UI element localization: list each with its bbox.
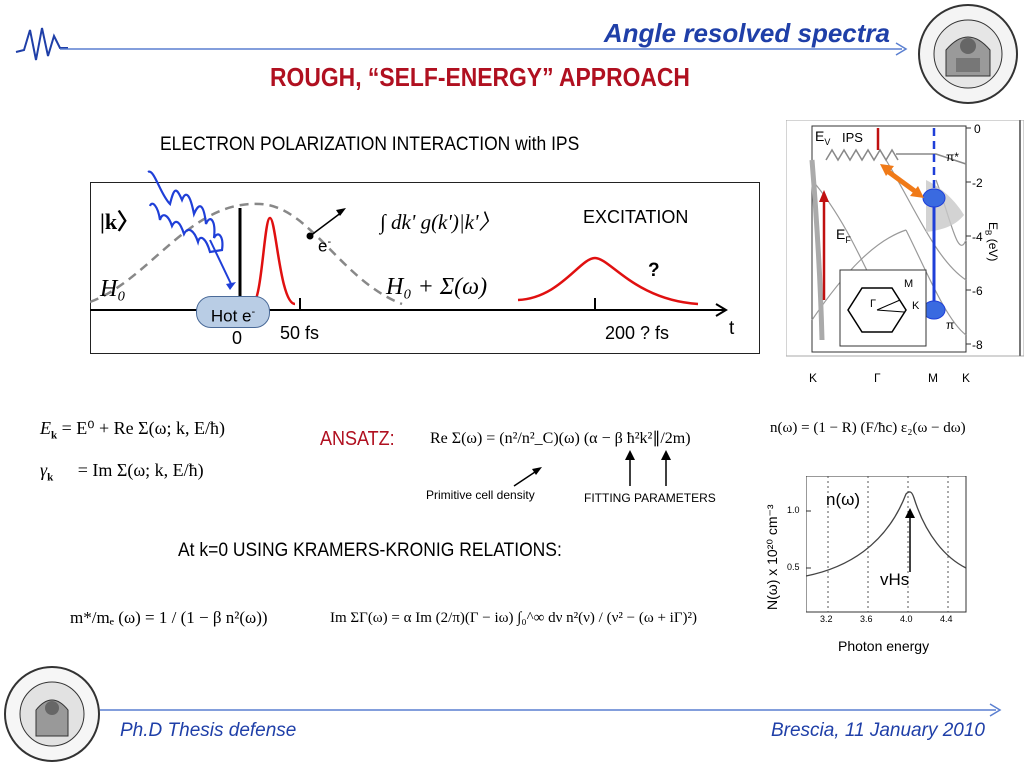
time-200fs-label: 200 ? fs	[605, 323, 670, 343]
dos-curve	[806, 491, 967, 577]
band-gamma-label: Γ	[870, 298, 877, 310]
band-ips-label: IPS	[842, 130, 863, 145]
dos-ytick-1: 0.5	[787, 562, 800, 572]
band-ef-label: EF	[836, 226, 851, 245]
dashed-envelope-curve	[90, 202, 403, 306]
hot-e-text: Hot e	[210, 306, 252, 326]
question-mark: ?	[648, 260, 660, 281]
band-xtick-3: K	[962, 371, 971, 385]
effective-mass-equation: m*/mₑ (ω) = 1 / (1 − β n²(ω))	[70, 608, 268, 627]
time-axis-label: t	[729, 318, 735, 339]
band-ytick-0: 0	[974, 122, 981, 136]
band-ev-sub: V	[824, 136, 831, 147]
hot-e-sup: -	[251, 306, 256, 318]
band-ev-label: EV	[815, 128, 830, 147]
band-pi-star-label: π*	[946, 150, 959, 164]
electron-label: e-	[318, 236, 331, 257]
primitive-cell-label: Primitive cell density	[426, 488, 535, 502]
timeline-diagram	[90, 170, 728, 317]
band-k-label: K	[912, 300, 920, 312]
dos-xtick-1: 3.6	[860, 614, 873, 624]
dos-xtick-3: 4.4	[940, 614, 953, 624]
gamma-equation: γk = Im Σ(ω; k, E/ħ)	[40, 460, 204, 484]
band-ytick-4: -8	[972, 338, 983, 352]
dos-ylabel: N(ω) x 10²⁰ cm⁻³	[764, 504, 780, 610]
dos-plot	[806, 476, 967, 613]
h0-sigma-label: H₀ + Σ(ω)	[386, 274, 488, 300]
dos-curve-label: n(ω)	[826, 490, 861, 509]
ansatz-label: ANSATZ:	[320, 428, 395, 450]
ek-equation: Ek = E⁰ + Re Σ(ω; k, E/ħ)	[40, 418, 225, 442]
band-ytick-3: -6	[972, 284, 983, 298]
gk-rhs: = Im Σ(ω; k, E/ħ)	[77, 460, 204, 480]
time-50fs-label: 50 fs	[280, 323, 320, 343]
annotation-arrows	[513, 450, 671, 487]
band-ylabel: EB (eV)	[984, 222, 1000, 261]
band-ytick-2: -4	[972, 230, 983, 244]
dos-xtick-0: 3.2	[820, 614, 833, 624]
kramers-kronig-label: At k=0 USING KRAMERS-KRONIG RELATIONS:	[178, 540, 562, 561]
dos-xlabel: Photon energy	[838, 638, 930, 654]
footer-left-text: Ph.D Thesis defense	[120, 720, 297, 741]
band-structure-plot	[786, 120, 1024, 357]
band-ylabel-unit: (eV)	[986, 235, 1000, 262]
electron-text: e	[318, 236, 328, 256]
time-zero-label: 0	[232, 328, 243, 348]
header-rule	[60, 42, 908, 56]
vhs-label: vHs	[880, 570, 910, 589]
band-ef-text: E	[836, 226, 846, 242]
photon-wave-icon	[147, 170, 224, 254]
dos-ytick-0: 1.0	[787, 505, 800, 515]
integral-label: ∫ dk' g(k')|k'〉	[380, 210, 500, 234]
band-ef-sub: F	[845, 234, 851, 245]
band-xtick-0: K	[809, 371, 818, 385]
excitation-label: EXCITATION	[583, 207, 689, 227]
topic-label: ELECTRON POLARIZATION INTERACTION with I…	[160, 134, 580, 155]
slide-title: Angle resolved spectra	[603, 18, 890, 48]
timeline-diagram-box	[90, 182, 760, 354]
slide-heading: ROUGH, “SELF-ENERGY” APPROACH	[270, 62, 690, 92]
im-sigma-equation: Im ΣΓ(ω) = α Im (2/π)(Γ − iω) ∫₀^∞ dν n²…	[330, 610, 697, 626]
gk-lhs: γ	[40, 460, 48, 480]
band-xtick-1: Γ	[874, 371, 881, 385]
band-ev-text: E	[815, 128, 825, 144]
band-ylabel-text: E	[986, 222, 1000, 231]
footer-rule	[100, 703, 1002, 717]
electron-sup: -	[327, 236, 332, 248]
h0-left-label: H₀	[100, 276, 126, 302]
ek-lhs: E	[40, 418, 51, 438]
ansatz-equation: Re Σ(ω) = (n²/n²_C)(ω) (α − β ħ²k²∥/2m)	[430, 430, 691, 447]
footer-right-text: Brescia, 11 January 2010	[770, 720, 985, 741]
band-xtick-2: M	[928, 371, 938, 385]
ek-rhs: = E⁰ + Re Σ(ω; k, E/ħ)	[61, 418, 225, 438]
dos-xtick-2: 4.0	[900, 614, 913, 624]
broad-peak-curve	[517, 256, 699, 306]
university-seal-icon	[918, 4, 1018, 104]
band-m-label: M	[904, 278, 914, 290]
narrow-peak-curve	[250, 216, 296, 306]
band-pi-label: π	[946, 318, 955, 332]
n-omega-equation: n(ω) = (1 − R) (F/ħc) ε₂(ω − dω)	[770, 420, 966, 436]
fitting-parameters-label: FITTING PARAMETERS	[584, 491, 716, 505]
band-ytick-1: -2	[972, 176, 983, 190]
ket-k-label: |k〉	[100, 209, 140, 234]
lab-seal-icon	[4, 666, 100, 762]
wave-logo-icon	[15, 27, 68, 61]
hot-electron-badge: Hot e-	[196, 296, 270, 328]
